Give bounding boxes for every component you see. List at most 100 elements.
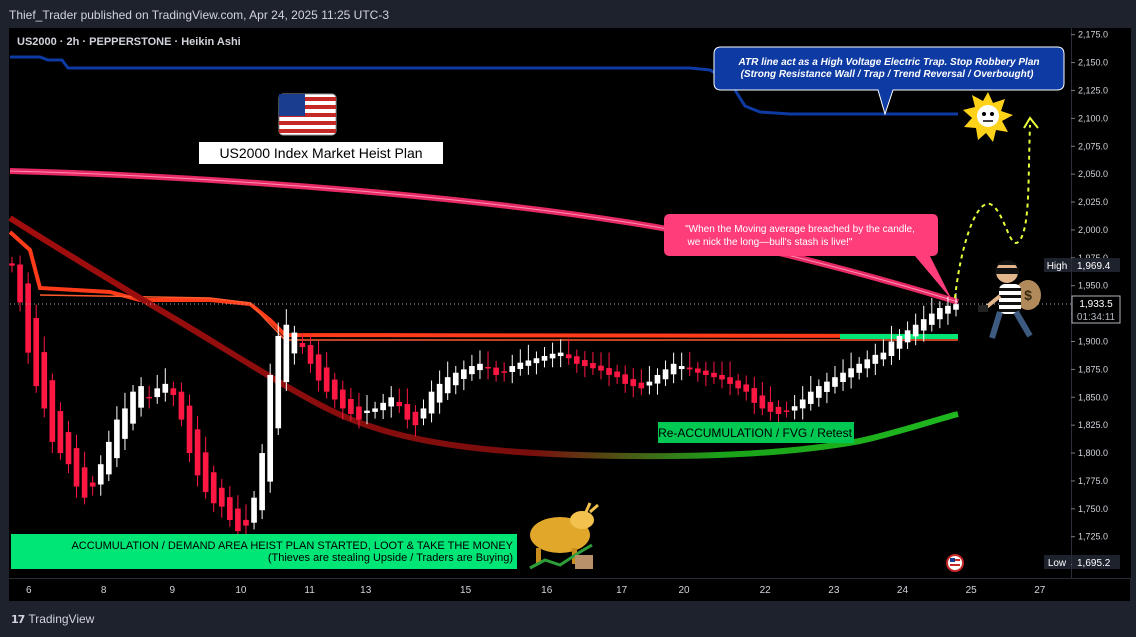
candle-body (17, 264, 23, 303)
x-tick-label: 13 (360, 585, 372, 596)
candle-body (937, 308, 943, 320)
candle-body (469, 366, 475, 375)
candle-body (33, 318, 40, 387)
y-ticks: 1,700.01,725.01,750.01,775.01,800.01,825… (1071, 30, 1108, 570)
candle-body (670, 363, 677, 375)
x-tick-label: 11 (304, 585, 315, 596)
us-flag-icon (278, 93, 337, 136)
footer-brand: TradingView (28, 612, 95, 626)
x-tick-label: 20 (678, 585, 690, 596)
candle-body (832, 377, 838, 387)
low-badge (1044, 555, 1071, 569)
candle-body (275, 335, 282, 429)
candle-body (630, 379, 637, 387)
candle-body (89, 482, 96, 487)
accum-label-bg[interactable] (11, 534, 517, 569)
candle-body (775, 406, 782, 415)
candle-body (807, 391, 814, 404)
candle-body (154, 388, 161, 398)
candle-body (920, 319, 927, 331)
x-tick-label: 8 (101, 585, 107, 596)
candle-body (41, 352, 48, 409)
atr-note-callout[interactable] (713, 46, 1065, 116)
candle-body (501, 371, 507, 373)
candle-body (323, 367, 330, 392)
candle-body (912, 324, 919, 337)
high-value: 1,969.4 (1077, 261, 1111, 272)
candle-body (557, 352, 564, 357)
candle-body (283, 324, 290, 383)
candle-body (186, 405, 193, 454)
candle-body (291, 332, 298, 354)
publisher-bar: Thief_Trader published on TradingView.co… (0, 0, 1136, 28)
candle-body (840, 372, 846, 382)
candle-body (452, 372, 459, 386)
candle-body (178, 391, 185, 420)
high-badge (1044, 258, 1071, 272)
candle-body (816, 386, 822, 398)
candle-body (565, 354, 572, 359)
x-tick-label: 17 (616, 585, 628, 596)
candle-body (719, 374, 725, 380)
candle-body (864, 359, 871, 369)
candle-body (783, 410, 790, 412)
candle-body (9, 263, 15, 266)
candle-body (711, 372, 717, 378)
thief-icon: $ (978, 260, 1041, 339)
ma-slow (8, 215, 959, 460)
accum-line2: (Thieves are stealing Upside / Traders a… (268, 552, 513, 564)
reaccum-label-bg[interactable] (658, 422, 854, 443)
candle-body (348, 398, 354, 415)
candle-body (122, 408, 128, 439)
y-tick-label: 1,975.0 (1078, 253, 1108, 263)
candle-body (678, 366, 685, 370)
candle-body (412, 411, 419, 426)
candle-body (517, 362, 524, 370)
candle-body (767, 401, 774, 412)
x-tick-label: 23 (828, 585, 840, 596)
svg-text:$: $ (1024, 287, 1032, 303)
candle-body (105, 441, 112, 475)
candle-body (396, 401, 403, 407)
candle-body (662, 369, 669, 380)
y-tick-label: 2,075.0 (1078, 141, 1108, 151)
x-tick-label: 15 (460, 585, 472, 596)
projection-arrowhead (1023, 116, 1039, 129)
atr-note-line2: (Strong Resistance Wall / Trap / Trend R… (741, 69, 1035, 80)
tradingview-mark-icon: 17 (11, 612, 25, 626)
footer-bar (0, 601, 1136, 637)
tradingview-logo[interactable]: 17 TradingView (11, 612, 94, 626)
candle-body (743, 384, 750, 392)
candle-body (138, 386, 144, 408)
candle-body (654, 374, 661, 384)
title-badge: US2000 Index Market Heist Plan (219, 145, 422, 161)
candle-body (928, 313, 935, 325)
y-tick-label: 2,000.0 (1078, 225, 1108, 235)
candle-body (372, 408, 378, 412)
candle-body (170, 388, 177, 396)
candle-body (227, 497, 233, 520)
candle-body (97, 464, 104, 485)
candle-body (856, 363, 863, 373)
y-tick-label: 2,025.0 (1078, 197, 1108, 207)
candle-body (646, 381, 653, 386)
candle-body (243, 519, 249, 526)
candle-body (888, 341, 895, 356)
x-tick-label: 6 (26, 585, 32, 596)
time-axis[interactable] (9, 578, 1130, 601)
candle-body (146, 396, 152, 399)
candle-body (872, 354, 879, 364)
x-tick-label: 27 (1034, 585, 1046, 596)
x-tick-label: 25 (966, 585, 978, 596)
candle-body (81, 467, 88, 498)
candle-body (703, 370, 709, 375)
chart-pane[interactable] (9, 28, 1071, 578)
event-flag-icon[interactable] (946, 554, 964, 572)
x-ticks: 6 8 9 10 11 13 15 16 17 20 22 23 24 25 27 (26, 585, 1046, 596)
candle-body (428, 391, 435, 414)
ma-note-callout[interactable] (664, 214, 952, 300)
candle-body (953, 304, 959, 310)
candle-body (404, 404, 411, 420)
low-value: 1,695.2 (1077, 558, 1111, 569)
ma-pink-line (9, 170, 959, 303)
